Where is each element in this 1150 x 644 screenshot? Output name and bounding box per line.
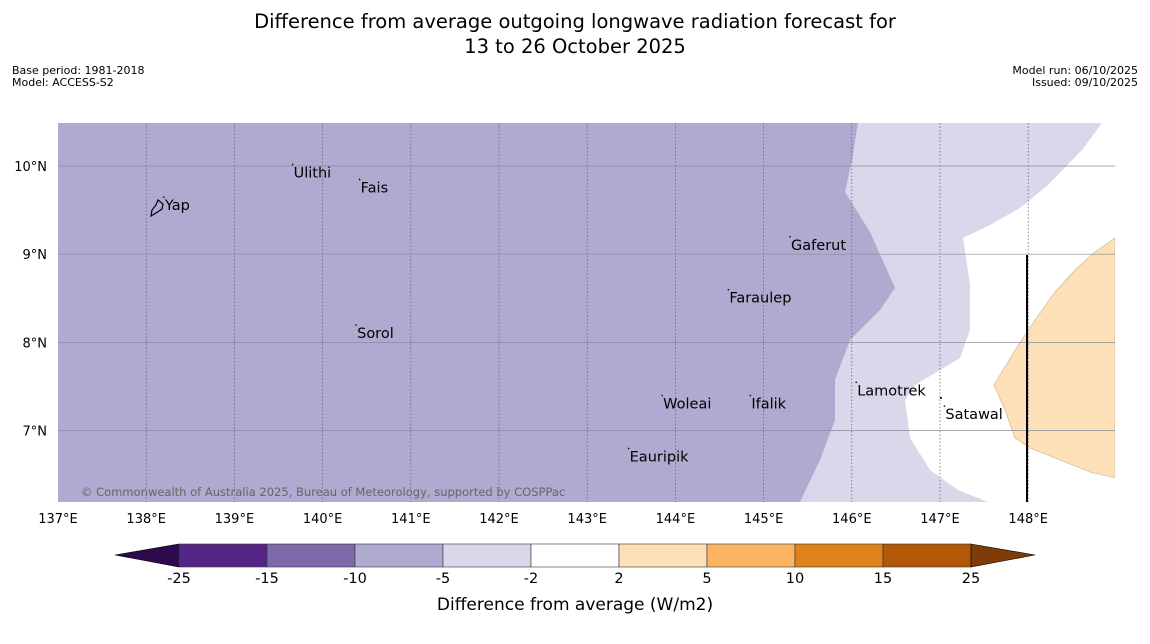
lon-tick-label: 143°E bbox=[567, 512, 607, 527]
lon-tick-label: 145°E bbox=[744, 512, 784, 527]
colorbar-segment bbox=[706, 543, 796, 568]
colorbar-under-arrow bbox=[114, 543, 180, 568]
place-label: Yap bbox=[164, 198, 190, 214]
meta-right: Model run: 06/10/2025 Issued: 09/10/2025 bbox=[1012, 65, 1138, 89]
place-label: Lamotrek bbox=[857, 383, 926, 399]
colorbar-tick-label: 25 bbox=[962, 571, 980, 587]
place-label: Faraulep bbox=[729, 291, 791, 307]
colorbar-segment bbox=[882, 543, 972, 568]
colorbar-segment bbox=[530, 543, 620, 568]
colorbar-tick-label: 5 bbox=[702, 571, 711, 587]
place-labels: Yap Ulithi Fais Gaferut Faraulep Sorol Lamotre… bbox=[163, 163, 1003, 465]
colorbar-segment bbox=[442, 543, 532, 568]
place-label: Ulithi bbox=[294, 165, 332, 181]
colorbar-tick-label: -2 bbox=[524, 571, 538, 587]
colorbar: -25 -15 -10 -5 -2 2 5 10 15 25 bbox=[114, 543, 1036, 587]
colorbar-segment bbox=[618, 543, 708, 568]
place-marker bbox=[661, 394, 663, 397]
place-marker bbox=[855, 381, 858, 384]
issued-date: Issued: 09/10/2025 bbox=[1031, 76, 1138, 89]
place-marker bbox=[291, 163, 294, 166]
light-purple-region bbox=[790, 123, 1102, 502]
axis-ticks: 137°E 138°E 139°E 140°E 141°E 142°E 143°E 144°E… bbox=[14, 160, 1048, 527]
place-marker bbox=[358, 178, 361, 181]
lon-tick-label: 146°E bbox=[832, 512, 872, 527]
place-marker bbox=[355, 324, 357, 326]
lon-tick-label: 137°E bbox=[38, 512, 78, 527]
copyright-text: © Commonwealth of Australia 2025, Bureau… bbox=[81, 485, 565, 499]
model-name: Model: ACCESS-S2 bbox=[12, 76, 114, 89]
base-period: Base period: 1981-2018 bbox=[12, 64, 145, 77]
meta-left: Base period: 1981-2018 Model: ACCESS-S2 bbox=[12, 65, 144, 89]
place-marker bbox=[627, 447, 630, 450]
place-label: Ifalik bbox=[751, 397, 786, 413]
place-label: Eauripik bbox=[630, 449, 689, 465]
colorbar-segment bbox=[266, 543, 356, 568]
lon-tick-label: 147°E bbox=[920, 512, 960, 527]
colorbar-tick-label: -15 bbox=[255, 571, 279, 587]
colorbar-tick-label: -10 bbox=[343, 571, 367, 587]
map-plot-area: Yap Ulithi Fais Gaferut Faraulep Sorol Lamotre… bbox=[58, 123, 1115, 502]
colorbar-segment bbox=[794, 543, 884, 568]
place-label: Fais bbox=[361, 180, 388, 196]
model-run: Model run: 06/10/2025 bbox=[1012, 64, 1138, 77]
colorbar-tick-label: -5 bbox=[436, 571, 450, 587]
lon-tick-label: 148°E bbox=[1008, 512, 1048, 527]
chart-title-line1: Difference from average outgoing longwav… bbox=[254, 10, 896, 33]
place-label: Satawal bbox=[945, 407, 1002, 423]
graticule bbox=[58, 123, 1115, 502]
lat-tick-label: 8°N bbox=[23, 336, 48, 351]
lon-tick-label: 144°E bbox=[656, 512, 696, 527]
yap-island-shape bbox=[150, 199, 164, 218]
dark-purple-region bbox=[58, 123, 895, 502]
chart-title: Difference from average outgoing longwav… bbox=[0, 9, 1150, 59]
lon-tick-label: 141°E bbox=[391, 512, 431, 527]
colorbar-tick-label: 2 bbox=[614, 571, 623, 587]
place-marker bbox=[943, 405, 946, 407]
place-marker bbox=[749, 394, 752, 397]
colorbar-tick-label: 10 bbox=[786, 571, 804, 587]
lat-tick-label: 9°N bbox=[23, 248, 48, 263]
colorbar-tick-label: -25 bbox=[167, 571, 191, 587]
chart-title-line2: 13 to 26 October 2025 bbox=[464, 35, 686, 58]
place-marker bbox=[789, 235, 791, 238]
lon-tick-label: 142°E bbox=[479, 512, 519, 527]
lat-tick-label: 10°N bbox=[14, 160, 47, 175]
place-label: Sorol bbox=[357, 326, 394, 342]
colorbar-title: Difference from average (W/m2) bbox=[437, 595, 713, 615]
lon-tick-label: 139°E bbox=[215, 512, 255, 527]
place-label: Gaferut bbox=[791, 238, 846, 254]
small-island-dot bbox=[940, 397, 942, 399]
lon-tick-label: 138°E bbox=[126, 512, 166, 527]
colorbar-segment bbox=[354, 543, 444, 568]
place-marker bbox=[163, 196, 165, 198]
colorbar-segment bbox=[178, 543, 268, 568]
place-marker bbox=[727, 288, 730, 291]
lat-tick-label: 7°N bbox=[23, 425, 48, 440]
orange-region bbox=[993, 237, 1115, 479]
colorbar-tick-label: 15 bbox=[874, 571, 892, 587]
lon-tick-label: 140°E bbox=[303, 512, 343, 527]
colorbar-over-arrow bbox=[970, 543, 1036, 568]
place-label: Woleai bbox=[663, 397, 711, 413]
